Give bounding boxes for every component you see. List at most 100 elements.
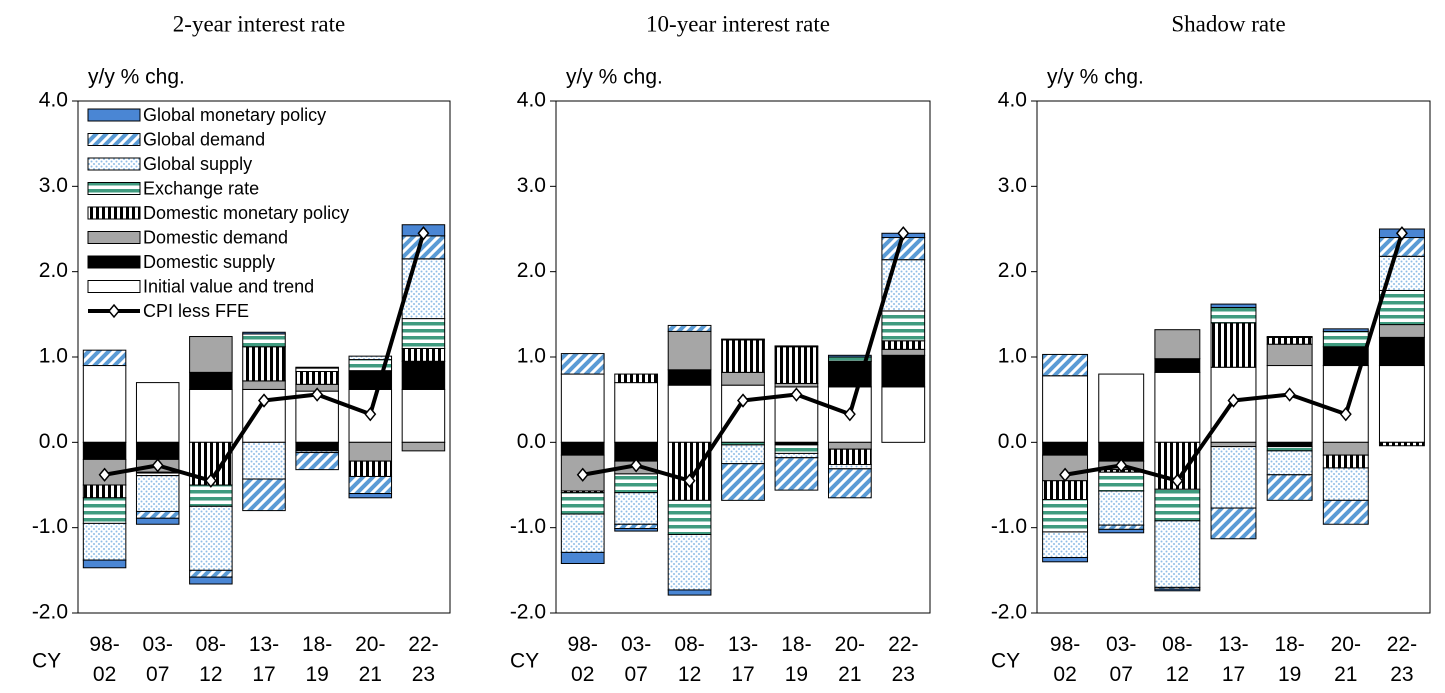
y-tick-label: 0.0 xyxy=(517,430,546,453)
bar-segment xyxy=(1042,499,1089,533)
bar-segment xyxy=(1378,441,1425,447)
line-marker xyxy=(843,407,856,422)
legend-marker xyxy=(108,303,120,319)
bar-segment xyxy=(881,340,926,350)
bar-segment xyxy=(1098,471,1145,492)
x-axis-label: CY xyxy=(32,650,61,673)
bar-segment xyxy=(774,444,819,454)
bar-segment xyxy=(1098,524,1145,530)
bar-segment xyxy=(1154,488,1201,522)
bar-segment xyxy=(348,441,393,462)
bar-segment xyxy=(1378,336,1425,367)
bar-segment xyxy=(774,345,819,348)
bar-segment xyxy=(295,366,339,369)
bar-segment xyxy=(1266,474,1313,501)
bar-segment xyxy=(667,369,712,386)
bar-segment xyxy=(1154,588,1201,592)
bar-segment xyxy=(560,492,605,515)
bar-segment xyxy=(348,493,393,499)
y-tick-label: -1.0 xyxy=(991,515,1027,538)
x-tick-label: 20-21 xyxy=(355,633,385,686)
y-tick-label: 2.0 xyxy=(517,259,546,282)
legend-label: Initial value and trend xyxy=(143,276,314,296)
bar-segment xyxy=(881,310,926,342)
bar-segment xyxy=(614,373,659,384)
bar-segment xyxy=(1042,531,1089,559)
line-marker xyxy=(1395,226,1408,241)
bar-segment xyxy=(827,468,872,499)
bar-segment xyxy=(1042,441,1089,456)
bar-segment xyxy=(560,373,605,443)
y-tick-label: 1.0 xyxy=(39,345,68,368)
x-tick-label: 98-02 xyxy=(1050,633,1080,686)
bar-segment xyxy=(1322,328,1369,332)
line-marker xyxy=(417,226,430,241)
bar-segment xyxy=(1378,289,1425,326)
bar-segment xyxy=(189,371,233,390)
x-tick-label: 08-12 xyxy=(674,633,704,686)
legend-label: CPI less FFE xyxy=(143,301,249,321)
legend-label: Global supply xyxy=(143,154,252,174)
legend-swatch xyxy=(87,108,141,122)
legend-label: Domestic supply xyxy=(143,252,275,272)
bar-segment xyxy=(1154,329,1201,360)
bar-segment xyxy=(1154,520,1201,588)
bar-segment xyxy=(1266,365,1313,443)
y-tick-label: -1.0 xyxy=(32,515,68,538)
bar-segment xyxy=(1098,373,1145,443)
bar-segment xyxy=(1098,528,1145,534)
bar-segment xyxy=(348,370,393,390)
bar-segment xyxy=(560,441,605,456)
line-marker xyxy=(790,387,803,402)
bar-segment xyxy=(82,441,127,460)
bar-segment xyxy=(1322,365,1369,443)
x-tick-label: 98-02 xyxy=(568,633,598,686)
y-tick-label: 4.0 xyxy=(517,89,546,112)
y-tick-label: 4.0 xyxy=(39,89,68,112)
y-axis-label: y/y % chg. xyxy=(566,66,663,89)
bar-segment xyxy=(135,510,180,519)
bar-segment xyxy=(242,441,286,480)
line-marker xyxy=(204,473,217,488)
x-tick-label: 13-17 xyxy=(1218,633,1248,686)
bar-segment xyxy=(189,505,233,571)
bar-segment xyxy=(721,338,765,341)
bar-segment xyxy=(774,382,819,388)
line-marker xyxy=(1171,473,1184,488)
bar-segment xyxy=(82,559,127,569)
legend-swatch xyxy=(87,182,141,195)
y-tick-label: -1.0 xyxy=(510,515,546,538)
y-tick-label: -2.0 xyxy=(32,601,68,624)
bar-segment xyxy=(348,460,393,477)
bar-segment xyxy=(881,386,926,443)
line-marker xyxy=(1227,393,1240,408)
bar-segment xyxy=(1042,353,1089,377)
x-tick-label: 08-12 xyxy=(196,633,226,686)
bar-segment xyxy=(827,354,872,358)
bar-segment xyxy=(295,452,339,471)
x-tick-label: 13-17 xyxy=(249,633,279,686)
bar-segment xyxy=(667,589,712,596)
line-marker xyxy=(311,387,324,402)
bar-segment xyxy=(827,464,872,470)
line-marker xyxy=(897,226,910,241)
bar-segment xyxy=(135,475,180,512)
bar-segment xyxy=(1322,454,1369,469)
bar-segment xyxy=(1322,330,1369,348)
legend-swatch xyxy=(87,133,141,146)
chart-title: Shadow rate xyxy=(1171,11,1285,36)
bar-segment xyxy=(135,382,180,443)
bar-segment xyxy=(614,523,659,530)
line-marker xyxy=(98,467,111,482)
bar-segment xyxy=(1322,441,1369,456)
bar-segment xyxy=(401,388,446,443)
x-tick-label: 03-07 xyxy=(621,633,651,686)
y-tick-label: 0.0 xyxy=(39,430,68,453)
bar-segment xyxy=(348,355,393,361)
bar-segment xyxy=(82,497,127,524)
line-marker xyxy=(151,458,164,473)
bar-segment xyxy=(401,347,446,362)
bar-segment xyxy=(560,353,605,375)
bar-segment xyxy=(189,484,233,507)
